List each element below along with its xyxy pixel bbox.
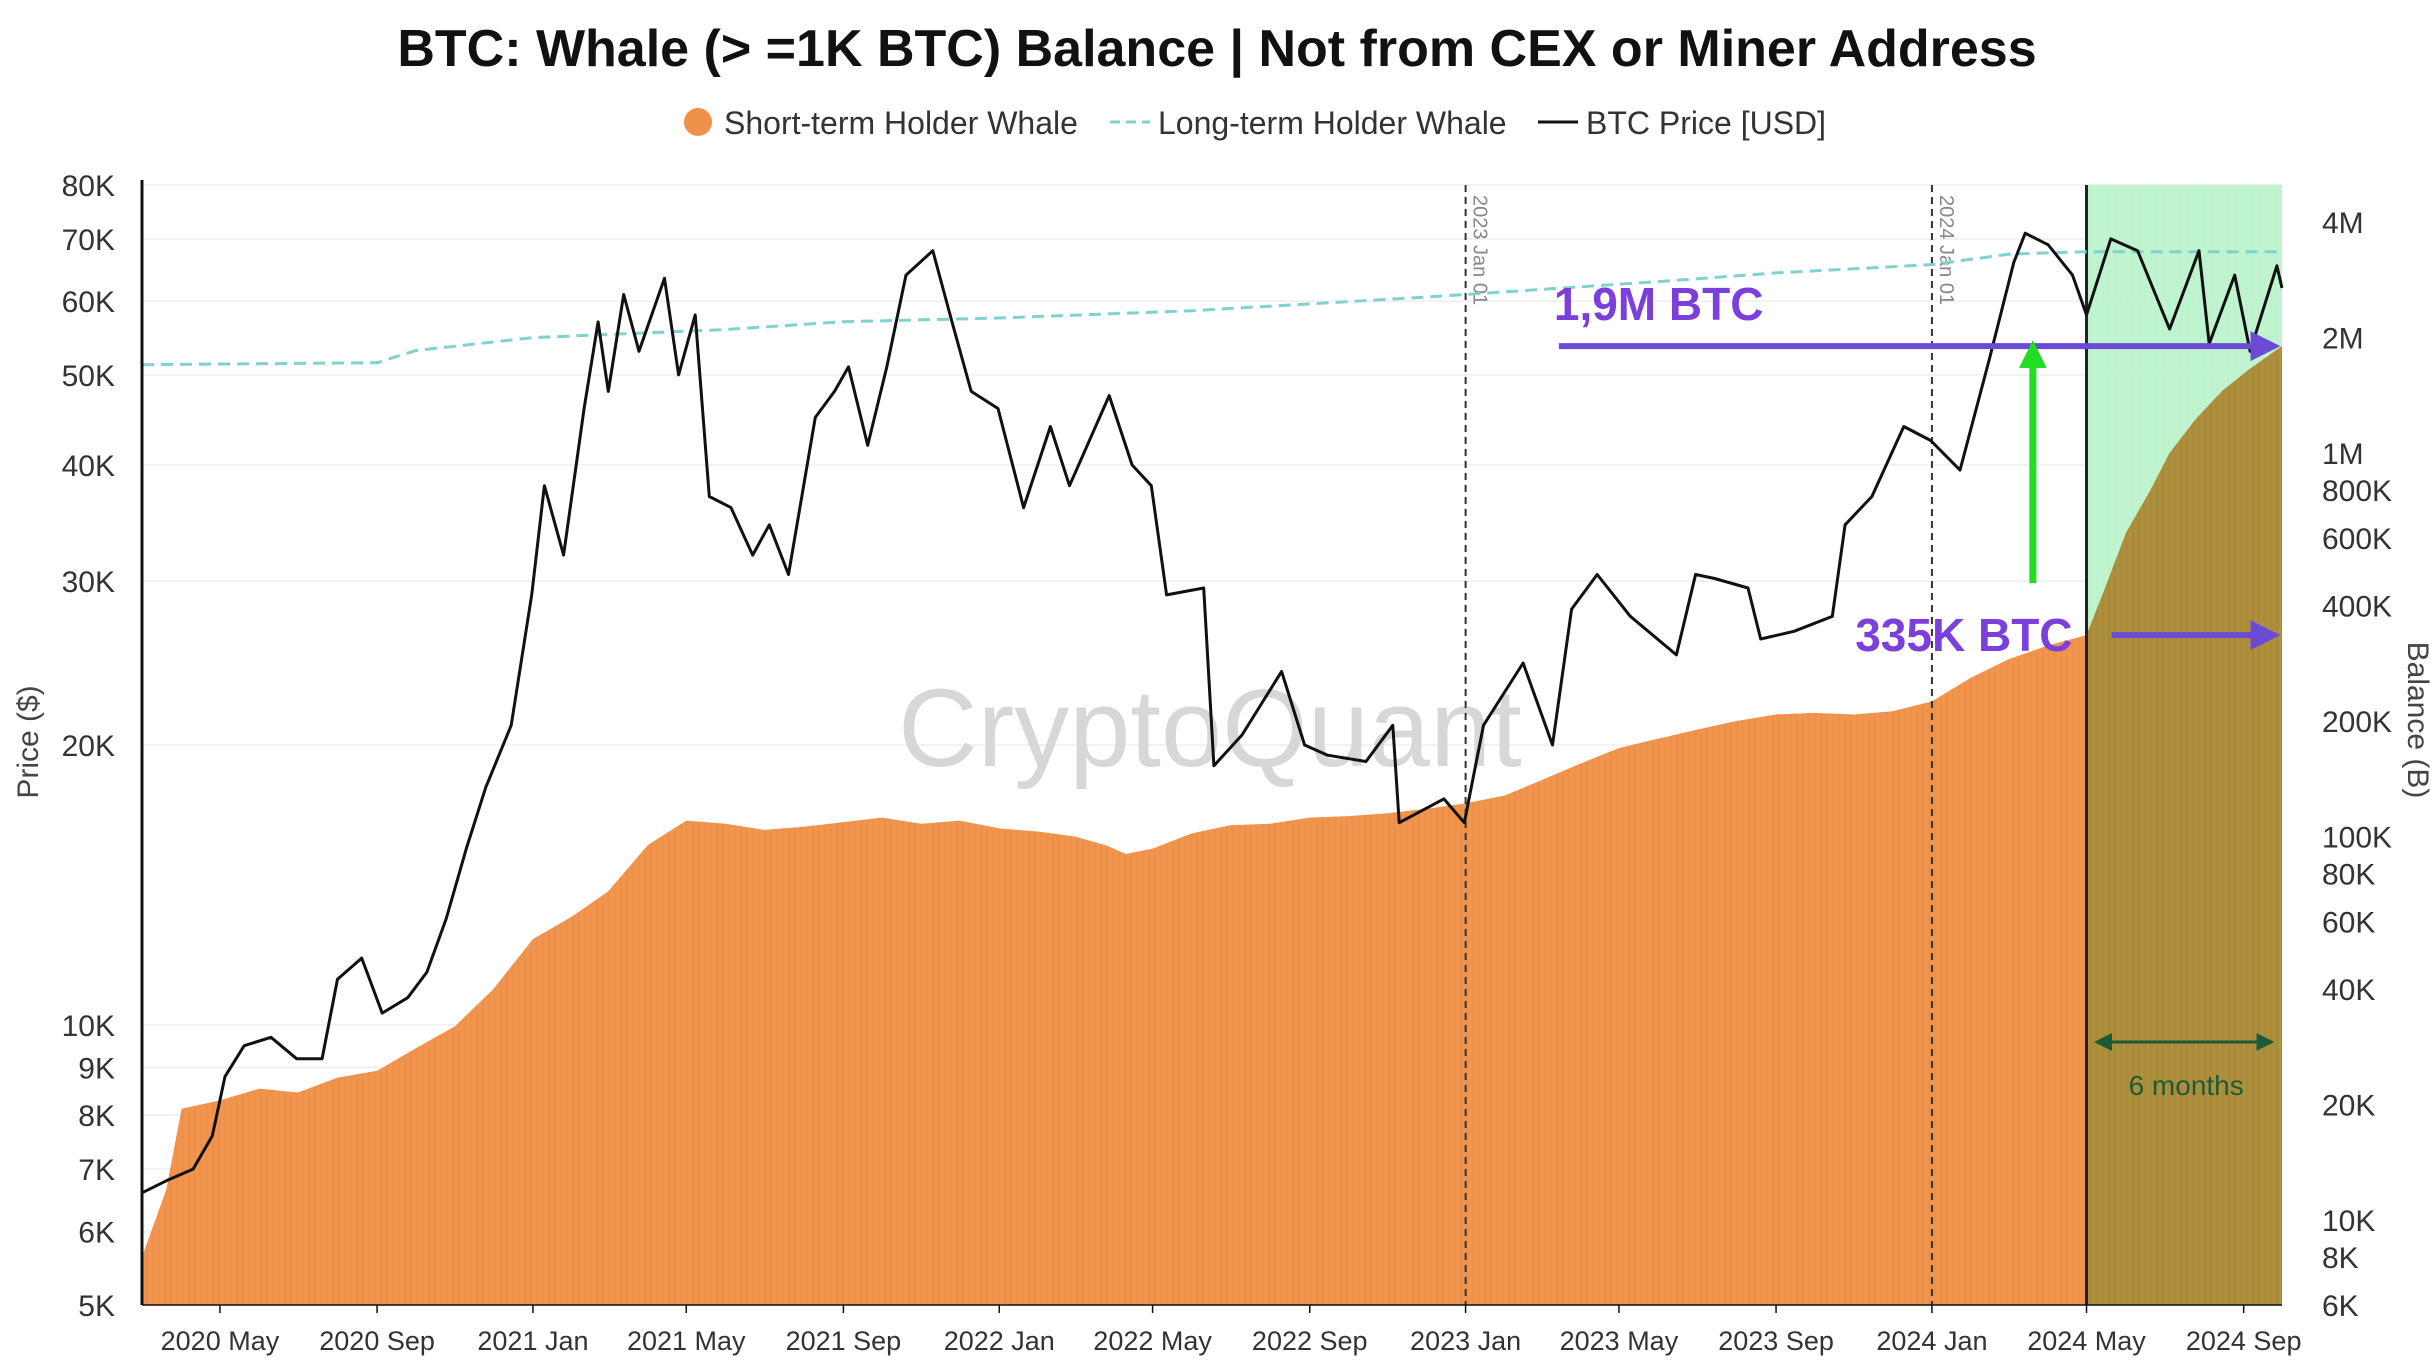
x-tick-13: 2024 Sep bbox=[2186, 1326, 2302, 1356]
axes: 80K 70K 60K 50K 40K 30K 20K 10K 9K 8K 7K 6K 5K 4M 2M 1M… bbox=[62, 170, 2392, 1356]
y-right-tick-13: 8K bbox=[2322, 1242, 2359, 1275]
y-left-tick-1: 70K bbox=[62, 224, 115, 257]
vertical-markers: 2023 Jan 01 2024 Jan 01 bbox=[1464, 185, 2089, 1305]
y-axis-right-label: Balance (B) bbox=[2401, 642, 2434, 799]
vertical-marker-label-0: 2023 Jan 01 bbox=[1469, 195, 1491, 305]
y-right-tick-9: 60K bbox=[2322, 907, 2375, 940]
price-line bbox=[141, 231, 2284, 1195]
x-tick-8: 2023 Jan bbox=[1410, 1326, 1521, 1356]
legend: Short-term Holder Whale Long-term Holder… bbox=[684, 105, 1826, 141]
long-term-line bbox=[141, 250, 2282, 367]
y-left-tick-0: 80K bbox=[62, 170, 115, 203]
y-right-tick-2: 1M bbox=[2322, 438, 2364, 471]
legend-marker-short-term bbox=[684, 108, 712, 136]
x-tick-0: 2020 May bbox=[161, 1326, 280, 1356]
y-left-tick-10: 7K bbox=[78, 1154, 115, 1187]
y-left-tick-4: 40K bbox=[62, 450, 115, 483]
y-right-tick-14: 6K bbox=[2322, 1290, 2359, 1323]
x-tick-5: 2022 Jan bbox=[944, 1326, 1055, 1356]
annotations: 1,9M BTC 335K BTC 6 months bbox=[1554, 278, 2281, 1101]
annotation-1-9m-btc: 1,9M BTC bbox=[1554, 278, 1764, 330]
x-tick-12: 2024 May bbox=[2027, 1326, 2146, 1356]
y-right-tick-0: 4M bbox=[2322, 207, 2364, 240]
y-left-tick-2: 60K bbox=[62, 286, 115, 319]
y-right-tick-11: 20K bbox=[2322, 1090, 2375, 1123]
y-right-tick-8: 80K bbox=[2322, 859, 2375, 892]
y-right-tick-7: 100K bbox=[2322, 821, 2392, 854]
y-left-tick-6: 20K bbox=[62, 730, 115, 763]
y-left-tick-7: 10K bbox=[62, 1010, 115, 1043]
chart-title: BTC: Whale (> =1K BTC) Balance | Not fro… bbox=[397, 20, 2036, 78]
short-term-area bbox=[142, 346, 2282, 1306]
y-right-tick-12: 10K bbox=[2322, 1205, 2375, 1238]
y-left-tick-12: 5K bbox=[78, 1290, 115, 1323]
y-right-tick-3: 800K bbox=[2322, 475, 2392, 508]
y-right-tick-10: 40K bbox=[2322, 974, 2375, 1007]
x-tick-7: 2022 Sep bbox=[1252, 1326, 1368, 1356]
x-tick-9: 2023 May bbox=[1560, 1326, 1679, 1356]
y-right-tick-6: 200K bbox=[2322, 706, 2392, 739]
y-axis-left-label: Price ($) bbox=[12, 685, 45, 798]
y-left-tick-3: 50K bbox=[62, 360, 115, 393]
x-tick-2: 2021 Jan bbox=[477, 1326, 588, 1356]
legend-label-price: BTC Price [USD] bbox=[1586, 105, 1826, 141]
y-left-tick-9: 8K bbox=[78, 1100, 115, 1133]
annotation-6-months: 6 months bbox=[2129, 1070, 2244, 1101]
x-tick-4: 2021 Sep bbox=[786, 1326, 902, 1356]
short-term-area-highlight bbox=[2086, 346, 2282, 1305]
y-left-tick-8: 9K bbox=[78, 1053, 115, 1086]
y-right-tick-4: 600K bbox=[2322, 523, 2392, 556]
vertical-marker-label-1: 2024 Jan 01 bbox=[1935, 195, 1957, 305]
legend-label-short-term: Short-term Holder Whale bbox=[724, 105, 1078, 141]
x-tick-11: 2024 Jan bbox=[1876, 1326, 1987, 1356]
long-term-holder-series bbox=[141, 250, 2282, 367]
x-tick-3: 2021 May bbox=[627, 1326, 746, 1356]
x-tick-10: 2023 Sep bbox=[1718, 1326, 1834, 1356]
y-right-tick-1: 2M bbox=[2322, 323, 2364, 356]
annotation-335k-btc: 335K BTC bbox=[1855, 609, 2072, 661]
x-tick-1: 2020 Sep bbox=[319, 1326, 435, 1356]
legend-label-long-term: Long-term Holder Whale bbox=[1158, 105, 1507, 141]
price-series bbox=[141, 231, 2284, 1195]
x-tick-6: 2022 May bbox=[1093, 1326, 1212, 1356]
y-left-tick-11: 6K bbox=[78, 1216, 115, 1249]
y-right-tick-5: 400K bbox=[2322, 591, 2392, 624]
short-term-holder-series bbox=[142, 185, 2282, 1306]
y-left-tick-5: 30K bbox=[62, 566, 115, 599]
